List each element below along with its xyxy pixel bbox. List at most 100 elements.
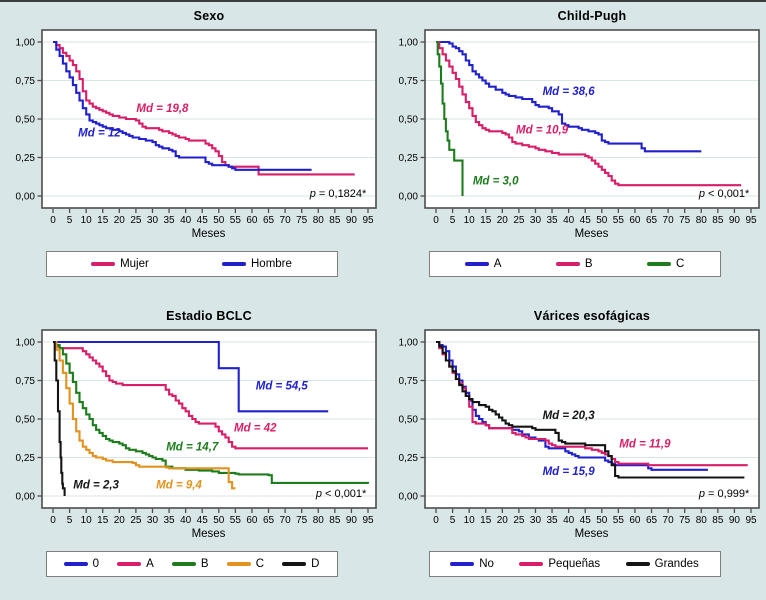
x-tick-label: 60 <box>629 515 641 526</box>
legend-swatch <box>171 562 196 566</box>
legend-label: B <box>584 258 593 270</box>
legend-swatch <box>625 562 650 566</box>
median-annotation: Md = 19,8 <box>136 103 189 115</box>
x-tick-label: 60 <box>246 215 258 226</box>
x-tick-label: 30 <box>147 515 159 526</box>
y-tick-label: 0,50 <box>399 115 419 126</box>
x-tick-label: 60 <box>246 515 258 526</box>
legend-swatch <box>450 562 475 566</box>
x-tick-label: 5 <box>450 215 456 226</box>
x-tick-label: 90 <box>729 215 741 226</box>
legend-item-b: B <box>171 558 209 570</box>
panel-title: Sexo <box>193 9 225 23</box>
x-tick-label: 75 <box>679 515 691 526</box>
legend-item-0: 0 <box>63 558 99 570</box>
x-tick-label: 50 <box>213 215 225 226</box>
x-tick-label: 15 <box>480 515 492 526</box>
x-tick-label: 65 <box>263 215 275 226</box>
p-value: p = 0,999* <box>698 488 750 500</box>
panel-child-pugh: Child-Pugh 1,00 0,75 0,50 0,25 0,00 0 5 10 15 20 2… <box>383 2 766 302</box>
x-tick-label: 25 <box>513 215 525 226</box>
panel-sexo: Sexo 1,00 0,75 0,50 0,25 0,00 0 5 10 15 20 25 30 35 4… <box>0 2 383 302</box>
y-tick-label: 0,75 <box>399 76 419 87</box>
y-tick-label: 0,75 <box>16 376 36 387</box>
x-tick-label: 50 <box>213 515 225 526</box>
x-tick-label: 70 <box>663 515 675 526</box>
y-tick-label: 0,75 <box>16 76 36 87</box>
x-tick-label: 30 <box>530 215 542 226</box>
legend-item-c: C <box>646 258 685 270</box>
x-tick-label: 30 <box>530 515 542 526</box>
survival-chart-varices: 1,00 0,75 0,50 0,25 0,00 0 5 10 15 20 25 30 35 40 45 50… <box>383 324 766 528</box>
legend-item-grandes: Grandes <box>625 558 699 570</box>
survival-chart-sexo: 1,00 0,75 0,50 0,25 0,00 0 5 10 15 20 25 30 35 40 45 50… <box>0 24 383 228</box>
x-tick-label: 55 <box>230 515 242 526</box>
x-tick-label: 70 <box>280 515 292 526</box>
x-tick-label: 45 <box>197 515 209 526</box>
legend-swatch <box>519 562 544 566</box>
x-tick-label: 85 <box>329 515 341 526</box>
x-tick-label: 10 <box>81 515 93 526</box>
legend-child-pugh: A B C <box>428 251 721 277</box>
x-tick-label: 80 <box>313 515 325 526</box>
legend-sexo: Mujer Hombre <box>45 251 338 277</box>
median-annotation: Md = 11,9 <box>619 438 671 450</box>
x-tick-label: 80 <box>313 215 325 226</box>
y-axis: 1,00 0,75 0,50 0,25 0,00 <box>399 38 425 203</box>
x-tick-label: 45 <box>197 215 209 226</box>
panel-estadio-bclc: Estadio BCLC 1,00 0,75 0,50 0,25 0,00 0 5 10 15 2… <box>0 302 383 600</box>
x-tick-label: 40 <box>563 515 575 526</box>
legend-label: 0 <box>92 558 99 570</box>
km-plot: 1,00 0,75 0,50 0,25 0,00 0 5 10 15 20 25 30 35 40 45 50… <box>16 329 377 526</box>
legend-varices: No Pequeñas Grandes <box>428 551 721 577</box>
legend-item-no: No <box>450 558 494 570</box>
x-tick-label: 75 <box>296 515 308 526</box>
y-tick-label: 1,00 <box>399 38 419 49</box>
legend-item-b: B <box>555 258 593 270</box>
x-tick-label: 90 <box>346 215 358 226</box>
median-annotation: Md = 14,7 <box>166 442 219 454</box>
legend-swatch <box>222 262 246 266</box>
x-tick-label: 35 <box>546 515 558 526</box>
legend-label: B <box>200 558 209 570</box>
x-tick-label: 85 <box>329 215 341 226</box>
panel-title: Estadio BCLC <box>166 309 252 323</box>
km-plot: 1,00 0,75 0,50 0,25 0,00 0 5 10 15 20 25 30 35 40 45 50… <box>16 29 377 226</box>
legend-swatch <box>91 262 116 266</box>
series-line-d <box>53 340 66 496</box>
median-annotation: Md = 54,5 <box>256 381 309 393</box>
plot-frame <box>424 329 760 509</box>
x-tick-label: 90 <box>346 515 358 526</box>
y-tick-label: 0,75 <box>399 376 419 387</box>
x-tick-label: 20 <box>497 515 509 526</box>
x-tick-label: 20 <box>497 215 509 226</box>
y-tick-label: 0,00 <box>399 192 419 203</box>
median-annotation: Md = 2,3 <box>73 479 119 491</box>
y-tick-label: 0,25 <box>399 453 419 464</box>
p-value: p = 0,1824* <box>309 188 367 200</box>
x-tick-label: 50 <box>596 515 608 526</box>
x-axis-label: Meses <box>191 528 226 540</box>
series-line-0 <box>53 340 329 413</box>
plot-frame <box>424 29 760 209</box>
x-tick-label: 15 <box>97 515 109 526</box>
x-tick-label: 50 <box>596 215 608 226</box>
legend-label: C <box>675 258 685 270</box>
legend-label: Grandes <box>654 558 699 570</box>
y-tick-label: 0,25 <box>16 153 36 164</box>
series-line-grandes <box>436 340 745 479</box>
x-tick-label: 95 <box>745 515 757 526</box>
x-tick-label: 25 <box>130 215 142 226</box>
x-axis: 0 5 10 15 20 25 30 35 40 45 50 55 60 65 70 75 80 85 90 95 <box>433 208 757 226</box>
x-tick-label: 45 <box>580 215 592 226</box>
x-tick-label: 95 <box>362 215 374 226</box>
legend-item-a: A <box>117 558 154 570</box>
legend-swatch <box>464 262 489 266</box>
legend-item-pequeñas: Pequeñas <box>519 558 600 570</box>
y-tick-label: 0,00 <box>399 492 419 503</box>
x-axis-label: Meses <box>191 228 226 240</box>
series-line-b <box>436 40 742 187</box>
x-axis-label: Meses <box>574 528 609 540</box>
legend-item-d: D <box>282 558 319 570</box>
x-tick-label: 85 <box>712 215 724 226</box>
